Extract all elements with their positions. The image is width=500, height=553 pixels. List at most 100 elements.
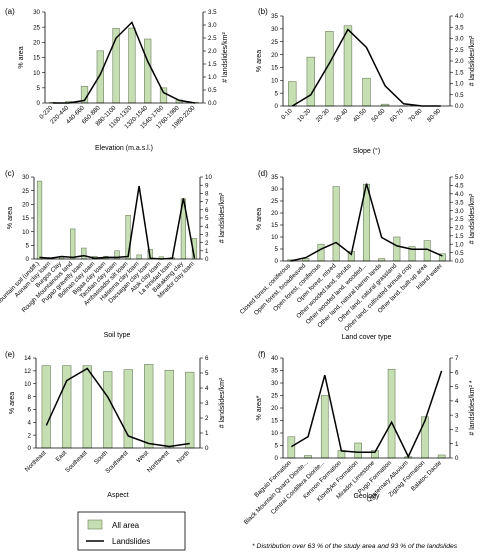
- bar: [144, 364, 154, 449]
- y-tick-label: 4: [28, 419, 32, 426]
- legend-box: All area Landslides: [77, 511, 186, 551]
- y2-tick-label: 0: [205, 256, 209, 263]
- y2-tick-label: 0.0: [455, 258, 464, 265]
- bar: [362, 77, 371, 107]
- y2-tick-label: 1.5: [455, 233, 464, 240]
- series-line: [45, 367, 190, 448]
- y-tick-label: 5: [37, 85, 41, 92]
- legend-bar-swatch: [87, 519, 103, 530]
- bar: [136, 254, 142, 260]
- y-tick-label: 10: [271, 77, 278, 84]
- y2-tick-label: 6: [205, 355, 209, 362]
- bar: [36, 180, 43, 260]
- y2-tick-label: 1: [205, 248, 209, 255]
- bar: [387, 368, 396, 459]
- series-line: [39, 185, 196, 260]
- y-tick-label: 20: [271, 210, 278, 217]
- bar: [288, 81, 297, 107]
- category-label: 0-10: [280, 107, 294, 121]
- panel-label: (d): [258, 169, 268, 178]
- y2-tick-label: 3.0: [455, 208, 464, 215]
- y2-tick-label: 8: [205, 191, 209, 198]
- y-tick-label: 25: [22, 188, 29, 195]
- legend-frame: [77, 511, 186, 551]
- category-label: 80-90: [426, 107, 443, 124]
- y-axis-label: % area: [256, 208, 263, 230]
- y-tick-label: 15: [271, 418, 278, 425]
- y-tick-label: 0: [275, 258, 279, 265]
- y2-tick-label: 3.0: [455, 36, 464, 43]
- y-tick-label: 2: [28, 432, 32, 439]
- y-tick-label: 12: [24, 368, 31, 375]
- y-tick-label: 25: [33, 24, 40, 31]
- y-tick-label: 15: [22, 215, 29, 222]
- y2-axis-label: # landslides/km²: [219, 377, 226, 428]
- y2-tick-label: 3.0: [208, 22, 217, 29]
- y2-tick-label: 4.5: [455, 183, 464, 190]
- y-tick-label: 20: [271, 405, 278, 412]
- bar: [317, 243, 325, 262]
- category-label: 50-60: [370, 107, 387, 124]
- bar: [437, 454, 446, 459]
- y-tick-label: 14: [24, 355, 31, 362]
- bar: [159, 87, 168, 104]
- y2-tick-label: 4: [205, 223, 209, 230]
- y-tick-label: 10: [271, 234, 278, 241]
- y2-tick-label: 3.5: [455, 199, 464, 206]
- bar: [103, 371, 113, 449]
- y2-tick-label: 1.5: [208, 61, 217, 68]
- y2-tick-label: 2.0: [455, 58, 464, 65]
- y2-tick-label: 2.5: [455, 216, 464, 223]
- y-tick-label: 10: [271, 430, 278, 437]
- bar: [41, 365, 51, 449]
- y-tick-label: 35: [271, 13, 278, 20]
- y2-tick-label: 1: [455, 441, 459, 448]
- y-tick-label: 30: [271, 380, 278, 387]
- y-tick-label: 5: [275, 90, 279, 97]
- y2-tick-label: 1.0: [455, 241, 464, 248]
- y-axis-label: % area: [256, 50, 263, 72]
- y2-tick-label: 4: [205, 385, 209, 392]
- panel-label: (b): [258, 7, 268, 16]
- y-tick-label: 10: [24, 381, 31, 388]
- bar: [343, 25, 353, 107]
- y2-tick-label: 1.0: [208, 74, 217, 81]
- y-tick-label: 20: [271, 52, 278, 59]
- y-tick-label: 30: [33, 9, 40, 16]
- legend-bar-label: All area: [112, 521, 140, 530]
- y-tick-label: 5: [275, 246, 279, 253]
- y-tick-label: 20: [33, 40, 40, 47]
- category-label: South: [93, 449, 110, 466]
- panel-label: (e): [5, 350, 15, 359]
- series-line: [291, 370, 443, 459]
- bar: [82, 365, 92, 449]
- y-tick-label: 30: [271, 26, 278, 33]
- y-tick-label: 10: [33, 70, 40, 77]
- bar: [393, 236, 401, 262]
- bar: [306, 56, 316, 107]
- bar: [421, 416, 429, 459]
- bar: [81, 247, 87, 260]
- y-axis-label: % area: [7, 207, 14, 229]
- y-tick-label: 0: [275, 103, 279, 110]
- category-label: 40-50: [352, 107, 369, 124]
- y-axis-label: % area: [18, 46, 25, 68]
- y-tick-label: 5: [26, 243, 30, 250]
- y2-tick-label: 7: [455, 355, 459, 362]
- y2-tick-label: 3: [455, 412, 459, 419]
- y-tick-label: 0: [28, 445, 32, 452]
- category-label: East: [54, 449, 68, 463]
- y-tick-label: 30: [22, 174, 29, 181]
- y2-tick-label: 5: [205, 370, 209, 377]
- y-tick-label: 20: [22, 202, 29, 209]
- y2-tick-label: 0.0: [455, 103, 464, 110]
- y2-tick-label: 3: [205, 232, 209, 239]
- y2-tick-label: 10: [205, 174, 212, 181]
- y2-axis-label: # landslides/km²: [222, 32, 229, 83]
- y2-tick-label: 4: [455, 398, 459, 405]
- category-label: Northwest: [146, 449, 171, 474]
- bar: [332, 186, 340, 262]
